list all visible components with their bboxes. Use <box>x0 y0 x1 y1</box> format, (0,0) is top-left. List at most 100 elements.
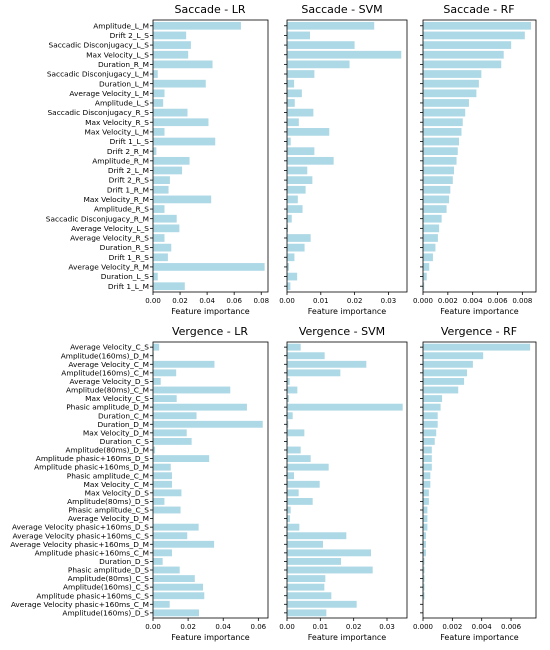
category-label: Amplitude(160ms)_D_S <box>62 608 149 617</box>
bar-vergence-lr <box>153 609 199 617</box>
category-label: Amplitude phasic+160ms_C_S <box>36 591 149 600</box>
bar-vergence-svm <box>287 446 301 454</box>
bar-saccade-svm <box>287 176 313 184</box>
panel-title-vergence-svm: Vergence - SVM <box>299 325 385 338</box>
category-label: Average Velocity_D_S <box>70 377 150 386</box>
bar-vergence-rf <box>423 472 431 480</box>
category-label: Drift 2_L_S <box>110 31 150 40</box>
bar-saccade-lr <box>153 185 169 194</box>
category-label: Drift 1_R_S <box>109 253 150 262</box>
bar-saccade-rf <box>423 156 457 165</box>
panel-title-saccade-svm: Saccade - SVM <box>301 3 382 16</box>
bar-vergence-rf <box>423 412 438 420</box>
bar-saccade-svm <box>287 89 302 98</box>
category-label: Duration_R_S <box>100 243 150 252</box>
x-tick-label: 0.02 <box>172 297 188 305</box>
bar-vergence-lr <box>153 412 197 420</box>
bar-saccade-svm <box>287 195 298 204</box>
bar-vergence-lr <box>153 472 172 480</box>
category-label: Saccadic Disconjugacy_R_S <box>47 108 149 117</box>
x-axis-label: Feature importance <box>171 307 250 316</box>
bar-saccade-rf <box>423 70 482 78</box>
chart-panel-vergence-svm: 0.00 0.01 0.02 0.03 Feature importance <box>279 341 408 642</box>
bar-saccade-lr <box>153 108 188 117</box>
category-label: Amplitude(160ms)_D_M <box>61 351 149 360</box>
bar-saccade-rf <box>423 137 460 146</box>
category-label: Max Velocity_D_M <box>83 428 149 437</box>
plot-frame-vergence-lr <box>152 341 269 619</box>
plot-frame-vergence-svm <box>286 341 408 619</box>
bar-vergence-rf <box>423 369 468 377</box>
bar-saccade-lr <box>153 176 170 184</box>
category-label: Amplitude(80ms)_C_M <box>66 386 149 395</box>
bar-saccade-svm <box>287 263 290 271</box>
bar-saccade-rf <box>423 89 477 98</box>
x-axis-label: Feature importance <box>308 633 387 642</box>
x-tick-label: 0.006 <box>487 297 508 305</box>
bar-vergence-svm <box>287 515 290 522</box>
bar-saccade-svm <box>287 156 334 165</box>
x-tick-label: 0.08 <box>253 297 269 305</box>
bar-saccade-rf <box>423 31 525 40</box>
bar-vergence-rf <box>423 532 426 540</box>
category-label: Max Velocity_C_S <box>85 394 149 403</box>
bar-vergence-lr <box>153 386 231 394</box>
category-label: Saccadic Disconjugacy_L_M <box>47 70 149 79</box>
category-label: Phasic amplitude_C_M <box>67 471 149 480</box>
category-label: Amplitude(160ms)_C_M <box>61 368 149 377</box>
bar-vergence-lr <box>153 403 247 411</box>
bar-vergence-lr <box>153 455 210 462</box>
bar-saccade-lr <box>153 89 165 98</box>
bar-saccade-svm <box>287 234 311 242</box>
bar-vergence-svm <box>287 532 347 540</box>
category-label: Saccadic Disconjugacy_R_M <box>46 214 149 223</box>
bar-vergence-lr <box>153 429 187 437</box>
bar-saccade-svm <box>287 118 299 127</box>
bar-vergence-svm <box>287 489 299 497</box>
bar-saccade-rf <box>423 205 447 213</box>
category-label: Average Velocity phasic+160ms_C_M <box>11 600 149 609</box>
bar-vergence-svm <box>287 600 357 608</box>
category-label: Average Velocity_R_S <box>70 234 149 243</box>
bar-vergence-svm <box>287 609 327 617</box>
bar-vergence-rf <box>423 420 438 428</box>
category-label: Average Velocity_C_M <box>68 360 149 369</box>
category-label: Average Velocity_D_M <box>68 514 149 523</box>
bar-saccade-rf <box>423 21 532 30</box>
bar-saccade-svm <box>287 21 375 30</box>
bar-saccade-rf <box>423 147 458 156</box>
chart-panel-saccade-rf: 0.000 0.002 0.004 0.006 0.008 Feature importa… <box>413 19 537 316</box>
bar-vergence-lr <box>153 378 161 385</box>
bar-vergence-rf <box>423 583 425 591</box>
x-tick-label: 0.008 <box>512 297 532 305</box>
category-label: Duration_C_S <box>100 437 150 446</box>
bar-vergence-svm <box>287 472 294 480</box>
bar-vergence-svm <box>287 506 291 514</box>
bar-saccade-lr <box>153 253 168 262</box>
bar-saccade-lr <box>153 118 209 127</box>
bar-vergence-svm <box>287 498 313 505</box>
bar-vergence-lr <box>153 566 180 574</box>
bar-saccade-svm <box>287 272 298 281</box>
bar-saccade-lr <box>153 99 164 107</box>
bar-saccade-svm <box>287 128 330 136</box>
bar-vergence-svm <box>287 343 301 351</box>
bar-vergence-lr <box>153 489 182 497</box>
bar-vergence-svm <box>287 386 298 394</box>
bar-saccade-rf <box>423 243 436 252</box>
bar-vergence-rf <box>423 523 428 531</box>
panel-title-vergence-rf: Vergence - RF <box>441 325 517 338</box>
category-label: Amplitude_L_S <box>95 99 149 108</box>
bar-saccade-rf <box>423 253 433 262</box>
category-label: Drift 2_R_S <box>109 176 150 185</box>
chart-panel-vergence-lr: Average Velocity_C_SAmplitude(160ms)_D_M… <box>10 341 269 642</box>
bar-vergence-rf <box>423 489 429 497</box>
category-label: Max Velocity_R_M <box>83 195 149 204</box>
bar-saccade-lr <box>153 243 172 252</box>
bar-vergence-svm <box>287 352 325 360</box>
bar-vergence-rf <box>423 480 431 488</box>
category-label: Average Velocity phasic+160ms_D_S <box>12 523 149 532</box>
bar-vergence-rf <box>423 429 437 437</box>
bar-vergence-svm <box>287 558 341 565</box>
